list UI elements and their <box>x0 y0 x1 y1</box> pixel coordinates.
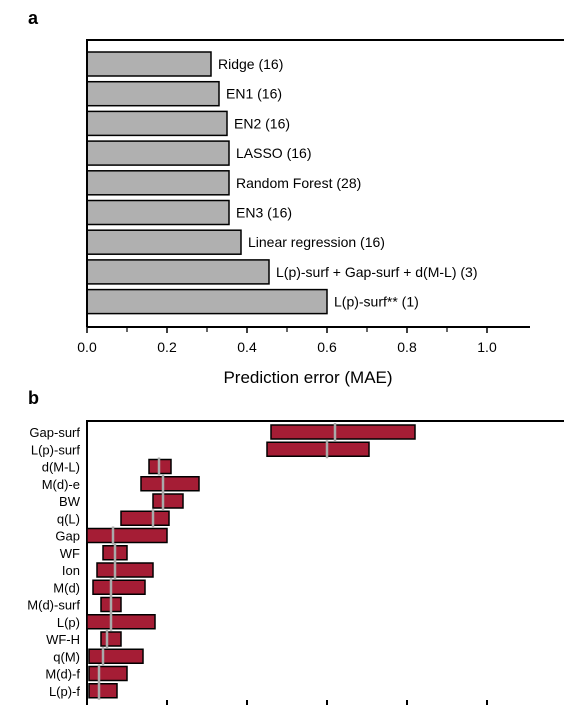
panel-a-bar <box>86 199 230 226</box>
panel-a-x-tick-label: 0.6 <box>317 339 337 355</box>
panel-a-bar <box>86 170 230 196</box>
panel-a-x-tick-label: 1.0 <box>477 339 497 355</box>
panel-b-category-label: L(p)-surf <box>31 442 81 457</box>
panel-b-category-label: d(M-L) <box>42 460 80 475</box>
panel-a-x-tick-label: 0.4 <box>237 339 257 355</box>
panel-b-range-bar <box>120 510 170 526</box>
panel-a-x-tick-label: 0.8 <box>397 339 417 355</box>
panel-a-bar <box>86 259 270 285</box>
panel-a-x-tick-label: 0.0 <box>77 339 97 355</box>
panel-a-x-axis-title: Prediction error (MAE) <box>223 368 392 387</box>
panel-b-x-ticks <box>166 700 488 705</box>
panel-a: a Ridge (16) EN1 (16) EN2 (16) LASSO (16) Ra… <box>28 8 564 387</box>
panel-b-category-label: BW <box>59 494 81 509</box>
panel-b-category-label: M(d)-f <box>45 667 80 682</box>
panel-b-range-bar <box>100 631 122 647</box>
panel-b-range-bar <box>266 441 370 457</box>
panel-a-bars: Ridge (16) EN1 (16) EN2 (16) LASSO (16) Rand… <box>86 51 478 315</box>
panel-a-bar-label: L(p)-surf + Gap-surf + d(M-L) (3) <box>276 264 478 280</box>
panel-a-bar-label: Ridge (16) <box>218 56 283 72</box>
panel-b-range-bar <box>92 579 146 595</box>
panel-a-bar <box>86 51 212 77</box>
panel-a-bar <box>86 229 242 255</box>
panel-a-bar-label: Linear regression (16) <box>248 234 385 250</box>
panel-b-category-label: Gap-surf <box>29 425 80 440</box>
panel-a-bar-label: LASSO (16) <box>236 145 311 161</box>
panel-b-category-label: Ion <box>62 563 80 578</box>
panel-a-x-ticks: 0.0 0.2 0.4 0.6 0.8 1.0 <box>77 327 497 355</box>
panel-b-category-label: q(L) <box>57 511 80 526</box>
panel-a-bar <box>86 288 328 315</box>
panel-b-category-label: L(p)-f <box>49 684 80 699</box>
panel-b-range-bar <box>86 614 156 630</box>
panel-b-category-label: WF <box>60 546 80 561</box>
panel-a-bar-label: EN3 (16) <box>236 205 292 221</box>
panel-b-range-bar <box>96 562 154 578</box>
panel-b-bars <box>86 423 416 700</box>
panel-b-letter: b <box>28 388 39 408</box>
panel-b-range-bar <box>270 424 416 440</box>
panel-b-range-bar <box>86 527 168 544</box>
panel-b-range-bar <box>88 683 118 699</box>
panel-a-x-tick-label: 0.2 <box>157 339 177 355</box>
panel-b-range-bar <box>88 648 144 664</box>
panel-b-category-label: M(d) <box>53 580 80 595</box>
panel-b-range-bar <box>88 665 128 682</box>
panel-b-range-bar <box>140 476 200 492</box>
panel-a-bar-label: L(p)-surf** (1) <box>334 294 419 310</box>
panel-a-bar-label: EN2 (16) <box>234 115 290 131</box>
panel-b-category-label: M(d)-e <box>42 477 80 492</box>
panel-b-category-label: M(d)-surf <box>27 598 80 613</box>
panel-a-letter: a <box>28 8 39 28</box>
panel-b-range-bar <box>152 493 184 509</box>
panel-b-category-label: Gap <box>55 529 80 544</box>
panel-b: b Gap-surfL(p)-surfd(M-L)M(d)-eBWq(L)Gap… <box>27 388 564 705</box>
panel-a-bar-label: EN1 (16) <box>226 86 282 102</box>
panel-b-category-labels: Gap-surf L(p)-surf d(M-L) M(d)-e BW q(L) Gap WF… <box>27 425 80 699</box>
panel-b-category-label: L(p) <box>57 615 80 630</box>
panel-b-category-label: WF-H <box>46 632 80 647</box>
panel-a-bar-label: Random Forest (28) <box>236 175 361 191</box>
panel-a-bar <box>86 140 230 166</box>
panel-a-bar <box>86 110 228 137</box>
panel-a-bar <box>86 80 220 107</box>
panel-b-category-label: q(M) <box>53 649 80 664</box>
